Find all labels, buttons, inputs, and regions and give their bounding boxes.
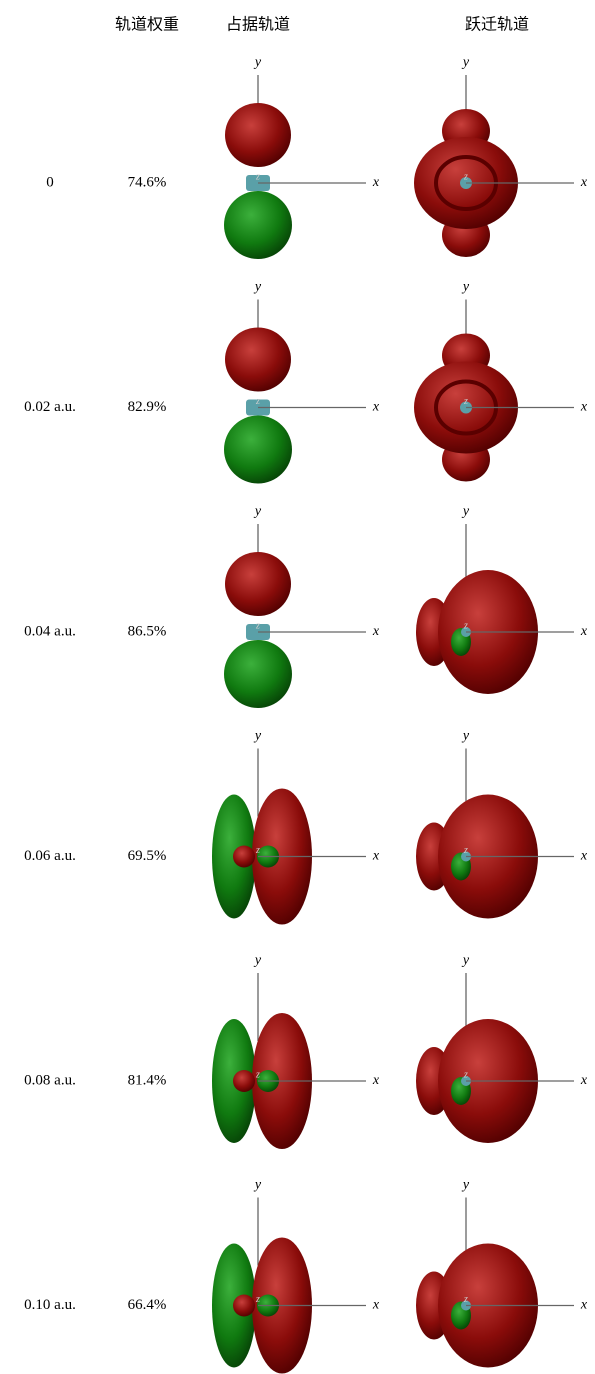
x-axis-label: x bbox=[372, 175, 380, 190]
weight-label: 81.4% bbox=[128, 1072, 167, 1088]
z-axis-label: z bbox=[255, 620, 260, 631]
orbital-lobe bbox=[225, 103, 291, 167]
weight-label: 86.5% bbox=[128, 623, 167, 639]
y-axis-label: y bbox=[253, 504, 262, 519]
x-axis-label: x bbox=[580, 1073, 588, 1088]
orbital-lobe bbox=[224, 415, 292, 484]
y-axis-label: y bbox=[461, 1178, 470, 1193]
z-axis-label: z bbox=[255, 845, 260, 856]
z-axis-label: z bbox=[255, 396, 260, 407]
x-axis-label: x bbox=[372, 400, 380, 415]
orbital-lobe bbox=[225, 327, 291, 392]
z-axis-label: z bbox=[463, 396, 468, 407]
x-axis-label: x bbox=[580, 624, 588, 639]
header-transition: 跃迁轨道 bbox=[465, 15, 529, 34]
field-label: 0.06 a.u. bbox=[24, 848, 76, 864]
weight-label: 74.6% bbox=[128, 174, 167, 190]
weight-label: 66.4% bbox=[128, 1297, 167, 1313]
z-axis-label: z bbox=[463, 620, 468, 631]
y-axis-label: y bbox=[253, 953, 262, 968]
z-axis-label: z bbox=[255, 1069, 260, 1080]
y-axis-label: y bbox=[253, 55, 262, 70]
field-label: 0.02 a.u. bbox=[24, 399, 76, 415]
x-axis-label: x bbox=[372, 1298, 380, 1313]
y-axis-label: y bbox=[253, 280, 262, 295]
x-axis-label: x bbox=[580, 400, 588, 415]
y-axis-label: y bbox=[253, 729, 262, 744]
header-weight: 轨道权重 bbox=[115, 15, 179, 34]
x-axis-label: x bbox=[372, 624, 380, 639]
x-axis-label: x bbox=[372, 1073, 380, 1088]
orbital-lobe bbox=[233, 845, 255, 868]
field-label: 0 bbox=[46, 174, 54, 190]
field-label: 0.04 a.u. bbox=[24, 623, 76, 639]
z-axis-label: z bbox=[255, 171, 260, 182]
orbital-lobe bbox=[233, 1294, 255, 1317]
x-axis-label: x bbox=[580, 175, 588, 190]
orbital-lobe bbox=[233, 1070, 255, 1092]
y-axis-label: y bbox=[461, 280, 470, 295]
field-label: 0.08 a.u. bbox=[24, 1072, 76, 1088]
x-axis-label: x bbox=[580, 849, 588, 864]
z-axis-label: z bbox=[463, 1294, 468, 1305]
weight-label: 69.5% bbox=[128, 848, 167, 864]
y-axis-label: y bbox=[253, 1178, 262, 1193]
field-label: 0.10 a.u. bbox=[24, 1297, 76, 1313]
z-axis-label: z bbox=[463, 845, 468, 856]
y-axis-label: y bbox=[461, 55, 470, 70]
orbital-lobe bbox=[224, 191, 292, 259]
z-axis-label: z bbox=[463, 1069, 468, 1080]
y-axis-label: y bbox=[461, 504, 470, 519]
z-axis-label: z bbox=[255, 1294, 260, 1305]
x-axis-label: x bbox=[372, 849, 380, 864]
orbital-lobe bbox=[225, 552, 291, 616]
x-axis-label: x bbox=[580, 1298, 588, 1313]
y-axis-label: y bbox=[461, 729, 470, 744]
header-occupied: 占据轨道 bbox=[226, 15, 290, 34]
weight-label: 82.9% bbox=[128, 399, 167, 415]
orbital-lobe bbox=[224, 640, 292, 708]
y-axis-label: y bbox=[461, 953, 470, 968]
z-axis-label: z bbox=[463, 171, 468, 182]
